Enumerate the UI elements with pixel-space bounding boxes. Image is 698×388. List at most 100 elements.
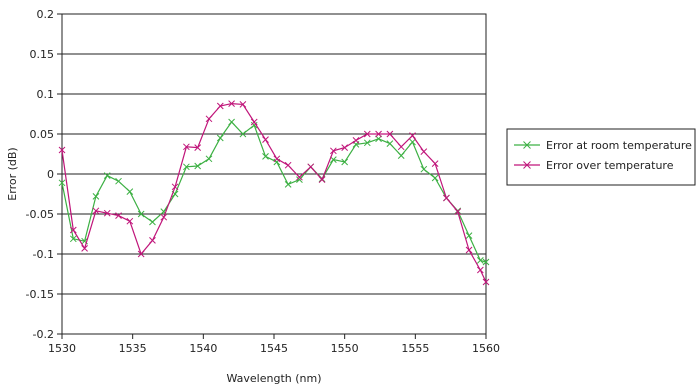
series-over-temperature — [58, 100, 490, 286]
data-point — [363, 130, 371, 138]
data-point — [454, 208, 462, 215]
data-point — [69, 235, 77, 243]
data-point — [409, 132, 416, 139]
data-point — [341, 144, 349, 151]
data-point — [523, 141, 531, 149]
legend-box — [506, 128, 696, 186]
data-point — [386, 140, 394, 147]
x-tick-label: 1540 — [189, 342, 217, 355]
series-room-temperature — [58, 118, 490, 266]
data-point — [465, 232, 473, 239]
data-point — [115, 212, 122, 219]
y-tick-label: -0.05 — [26, 208, 54, 221]
data-point — [228, 118, 235, 126]
data-point — [341, 158, 349, 166]
data-point — [284, 161, 292, 169]
grid-lines — [62, 13, 486, 335]
x-axis-ticks: 1530 1535 1540 1545 1550 1555 1560 — [48, 334, 500, 355]
data-point — [239, 101, 247, 108]
x-tick-label: 1560 — [472, 342, 500, 355]
x-tick-label: 1550 — [331, 342, 359, 355]
data-point — [363, 139, 371, 147]
data-point — [81, 245, 88, 252]
y-tick-label: 0.15 — [30, 48, 55, 61]
data-point — [386, 130, 394, 138]
data-point — [409, 138, 416, 146]
data-point — [92, 193, 100, 200]
data-point — [262, 153, 269, 160]
data-point — [420, 148, 428, 155]
data-point — [194, 162, 202, 170]
data-point — [431, 174, 439, 182]
y-axis-ticks: 0.2 0.15 0.1 0.05 0 -0.05 -0.1 -0.15 -0.2 — [26, 8, 62, 341]
y-tick-label: -0.2 — [33, 328, 54, 341]
data-point — [375, 130, 382, 138]
data-point — [171, 183, 179, 191]
data-point — [216, 102, 224, 110]
series-line — [61, 102, 487, 283]
data-point — [284, 181, 292, 188]
data-point — [92, 207, 100, 215]
data-point — [250, 118, 258, 126]
data-point — [205, 155, 213, 163]
x-tick-label: 1545 — [260, 342, 288, 355]
data-point — [58, 179, 66, 187]
legend-label: Error at room temperature — [546, 139, 692, 152]
data-point — [318, 176, 326, 183]
data-point — [216, 134, 224, 142]
data-point — [250, 121, 258, 129]
data-point — [420, 165, 428, 173]
data-point — [103, 209, 111, 217]
data-point — [397, 143, 405, 151]
x-axis-label: Wavelength (nm) — [226, 372, 321, 385]
y-tick-label: 0 — [47, 168, 54, 181]
data-point — [476, 266, 484, 274]
legend-items: Error at room temperature Error over temp… — [514, 139, 692, 172]
data-point — [149, 218, 156, 226]
y-tick-label: 0.2 — [37, 8, 55, 21]
data-point — [183, 163, 190, 171]
data-point — [296, 173, 303, 181]
legend-item: Error at room temperature — [514, 139, 692, 152]
data-point — [58, 146, 66, 154]
data-point — [137, 250, 145, 258]
data-point — [352, 137, 360, 144]
data-point — [126, 217, 134, 225]
data-point — [205, 115, 213, 123]
data-point — [115, 177, 122, 185]
data-point — [296, 176, 303, 183]
legend: Error at room temperature Error over temp… — [506, 128, 696, 186]
data-point — [523, 161, 531, 169]
data-point — [397, 152, 405, 159]
legend-item: Error over temperature — [514, 159, 674, 172]
x-tick-label: 1530 — [48, 342, 76, 355]
data-point — [228, 100, 235, 107]
data-point — [239, 130, 247, 138]
y-axis-label: Error (dB) — [6, 147, 19, 200]
y-tick-label: -0.15 — [26, 288, 54, 301]
x-tick-label: 1555 — [401, 342, 429, 355]
data-point — [262, 136, 269, 143]
legend-label: Error over temperature — [546, 159, 674, 172]
series-line — [61, 121, 487, 263]
data-point — [183, 143, 190, 151]
data-point — [307, 163, 315, 171]
data-point — [273, 155, 281, 163]
data-point — [160, 213, 168, 221]
x-tick-label: 1535 — [119, 342, 147, 355]
data-point — [137, 210, 145, 218]
data-point — [375, 135, 382, 143]
data-point — [126, 188, 134, 195]
data-point — [476, 257, 484, 264]
data-point — [431, 160, 439, 167]
data-point — [194, 144, 202, 151]
data-point — [330, 147, 337, 155]
data-point — [482, 258, 490, 266]
data-point — [103, 172, 111, 179]
data-point — [69, 226, 77, 234]
series-group — [58, 100, 490, 286]
data-point — [482, 278, 490, 286]
data-point — [149, 237, 156, 244]
data-point — [465, 246, 473, 254]
